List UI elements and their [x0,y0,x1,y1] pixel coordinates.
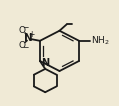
Text: O: O [19,41,26,50]
Text: −: − [22,23,28,32]
Text: N: N [24,33,33,43]
Text: N: N [41,58,50,68]
Text: −: − [22,44,28,52]
Text: +: + [28,30,34,39]
Text: NH$_2$: NH$_2$ [91,35,110,47]
Text: O: O [19,26,26,35]
